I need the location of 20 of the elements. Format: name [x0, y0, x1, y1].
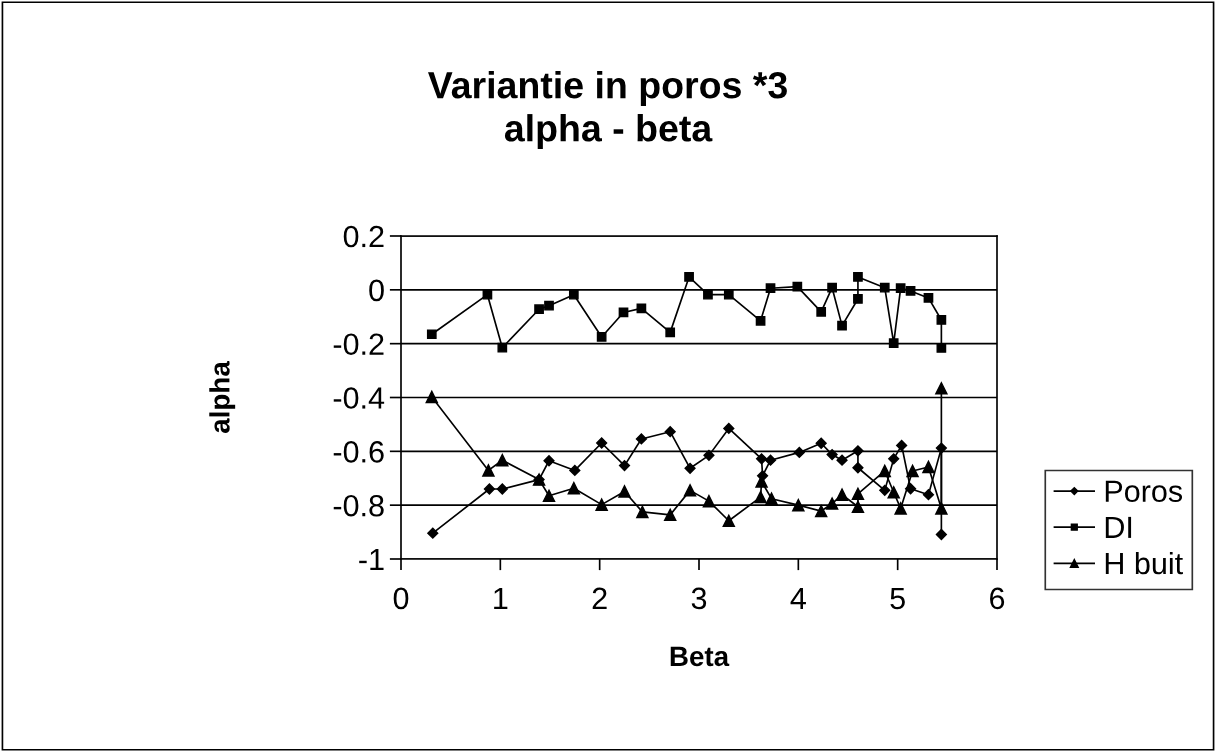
y-tick-label: -0.2 — [333, 333, 384, 356]
y-tick-label: -1 — [359, 549, 384, 571]
chart-title: Variantie in poros *3 alpha - beta — [428, 70, 787, 150]
x-tick-label: 6 — [990, 587, 1005, 610]
x-tick-label: 1 — [494, 587, 508, 609]
legend-label: DI — [1105, 516, 1132, 538]
x-tick-label: 3 — [691, 587, 707, 610]
x-axis-title: Beta — [670, 646, 730, 667]
y-tick-label: 0.2 — [343, 225, 384, 248]
x-tick-label: 2 — [592, 587, 607, 609]
y-tick-label: -0.4 — [333, 387, 385, 409]
y-axis-title: alpha — [209, 361, 236, 433]
y-tick-label: 0 — [369, 279, 384, 302]
legend-label: Poros — [1105, 480, 1183, 503]
x-tick-label: 5 — [890, 587, 905, 610]
x-tick-label: 0 — [393, 587, 409, 610]
legend-label: H buit — [1105, 551, 1183, 575]
y-tick-label: -0.6 — [333, 441, 384, 463]
x-tick-label: 4 — [790, 587, 806, 609]
y-tick-label: -0.8 — [333, 494, 384, 517]
